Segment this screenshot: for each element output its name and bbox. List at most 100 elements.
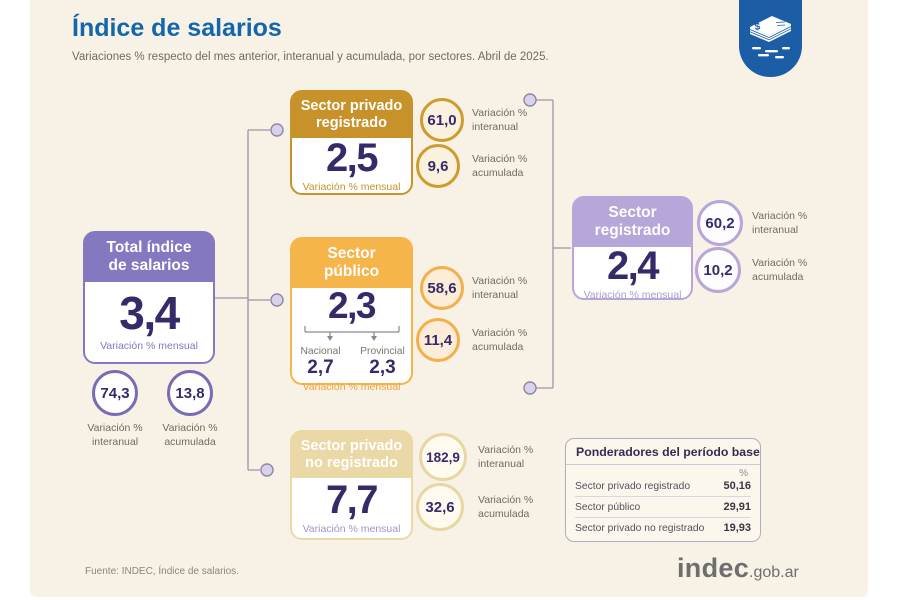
node-total-indice: Total índice de salarios 3,4 Variación %… — [83, 231, 215, 364]
pnr-acumulada-value: 32,6 — [425, 498, 455, 516]
node-pub-title-line2: público — [323, 263, 380, 281]
ponderadores-body: % Sector privado registrado 50,16 Sector… — [566, 465, 760, 541]
total-monthly-value: 3,4 — [119, 286, 180, 339]
reg-monthly-value: 2,4 — [606, 243, 660, 288]
total-monthly-label: Variación % mensual — [100, 339, 198, 352]
money-stack-icon: $ — [749, 16, 792, 59]
pub-acumulada-value: 11,4 — [423, 331, 453, 349]
node-reg-title: Sector registrado — [574, 198, 691, 247]
pub-sublabels: Nacional Provincial — [295, 346, 409, 357]
row-label: Sector privado registrado — [575, 481, 691, 492]
node-pnr-title-line2: no registrado — [305, 455, 398, 472]
connector-node-dot — [523, 381, 537, 395]
node-pr-title: Sector privado registrado — [292, 92, 411, 139]
money-badge: $ — [739, 0, 802, 77]
pnr-monthly-value: 7,7 — [325, 478, 379, 523]
ponderadores-col-header: % — [739, 468, 748, 479]
total-acumulada-value: 13,8 — [175, 384, 205, 402]
pub-subvalues: 2,7 2,3 — [295, 357, 409, 379]
pub-interanual-label: Variación % interanual — [472, 275, 528, 301]
row-value: 19,93 — [723, 522, 751, 534]
connector-node-dot — [523, 93, 537, 107]
table-row: Sector público 29,91 — [575, 496, 751, 517]
node-pub-body: 2,3 Nacional Provincial 2,7 2,3 Variació… — [292, 284, 411, 393]
pnr-acumulada-circle: 32,6 — [416, 483, 464, 531]
pnr-monthly-label: Variación % mensual — [302, 523, 401, 536]
row-label: Sector privado no registrado — [575, 523, 705, 534]
node-reg-title-line1: Sector — [608, 204, 657, 221]
pub-interanual-value: 58,6 — [427, 279, 457, 297]
total-acumulada-circle: 13,8 — [167, 370, 213, 416]
node-sector-privado-no-registrado: Sector privado no registrado 7,7 Variaci… — [290, 430, 413, 540]
pub-acumulada-circle: 11,4 — [416, 318, 460, 362]
node-reg-title-line2: registrado — [594, 222, 671, 240]
connector-node-dot — [270, 293, 284, 307]
node-total-title: Total índice de salarios — [85, 233, 213, 282]
pr-monthly-label: Variación % mensual — [302, 180, 401, 193]
node-sector-privado-registrado: Sector privado registrado 2,5 Variación … — [290, 90, 413, 195]
reg-acumulada-label: Variación % acumulada — [752, 257, 808, 283]
total-interanual-value: 74,3 — [100, 384, 130, 402]
pnr-interanual-circle: 182,9 — [419, 433, 467, 481]
connector-node-dot — [260, 463, 274, 477]
indec-logo: indec .gob.ar — [677, 553, 799, 584]
total-interanual-label: Variación % interanual — [87, 422, 143, 448]
node-total-body: 3,4 Variación % mensual — [85, 282, 213, 362]
node-sector-publico: Sector público 2,3 Nacional Provincial 2… — [290, 237, 413, 393]
reg-interanual-circle: 60,2 — [697, 200, 743, 246]
reg-acumulada-circle: 10,2 — [695, 247, 741, 293]
connector-node-dot — [270, 123, 284, 137]
pr-acumulada-value: 9,6 — [427, 157, 449, 175]
pnr-interanual-value: 182,9 — [426, 449, 460, 465]
page-title: Índice de salarios — [72, 14, 282, 42]
reg-interanual-value: 60,2 — [705, 214, 735, 232]
total-acumulada-label: Variación % acumulada — [162, 422, 218, 448]
source-note: Fuente: INDEC, Índice de salarios. — [85, 566, 239, 577]
pub-nacional-label: Nacional — [300, 345, 341, 357]
pub-provincial-value: 2,3 — [369, 356, 396, 378]
row-label: Sector público — [575, 502, 641, 513]
pub-monthly-value: 2,3 — [328, 284, 376, 326]
node-pnr-title-line1: Sector privado — [300, 438, 403, 454]
node-pub-title: Sector público — [292, 239, 411, 288]
pr-acumulada-circle: 9,6 — [416, 144, 460, 188]
page-subtitle: Variaciones % respecto del mes anterior,… — [72, 51, 549, 63]
indec-logo-main: indec — [677, 553, 750, 583]
pub-acumulada-label: Variación % acumulada — [472, 327, 528, 353]
pr-interanual-circle: 61,0 — [420, 98, 464, 142]
node-total-title-line1: Total índice — [106, 239, 192, 256]
node-sector-registrado: Sector registrado 2,4 Variación % mensua… — [572, 196, 693, 301]
pr-monthly-value: 2,5 — [325, 135, 379, 180]
row-value: 29,91 — [723, 501, 751, 513]
pub-interanual-circle: 58,6 — [420, 266, 464, 310]
pub-monthly-label: Variación % mensual — [302, 380, 401, 393]
ponderadores-table: Ponderadores del período base % Sector p… — [565, 438, 761, 542]
node-pnr-body: 7,7 Variación % mensual — [292, 478, 411, 538]
reg-acumulada-value: 10,2 — [703, 261, 733, 279]
svg-text:$: $ — [754, 21, 761, 33]
pnr-interanual-label: Variación % interanual — [478, 444, 534, 470]
pr-interanual-value: 61,0 — [427, 111, 457, 129]
table-row: Sector privado no registrado 19,93 — [575, 517, 751, 538]
ponderadores-title: Ponderadores del período base — [566, 439, 760, 465]
pnr-acumulada-label: Variación % acumulada — [478, 494, 534, 520]
pr-interanual-label: Variación % interanual — [472, 107, 528, 133]
node-pr-body: 2,5 Variación % mensual — [292, 138, 411, 193]
node-pub-title-line1: Sector — [327, 245, 376, 262]
indec-logo-suffix: .gob.ar — [749, 564, 799, 581]
node-total-title-line2: de salarios — [108, 257, 190, 275]
row-value: 50,16 — [723, 480, 751, 492]
node-reg-body: 2,4 Variación % mensual — [574, 243, 691, 301]
pub-provincial-label: Provincial — [360, 345, 405, 357]
table-row: Sector privado registrado 50,16 — [575, 479, 751, 496]
total-interanual-circle: 74,3 — [92, 370, 138, 416]
node-pr-title-line1: Sector privado — [300, 98, 403, 114]
pr-acumulada-label: Variación % acumulada — [472, 153, 528, 179]
reg-monthly-label: Variación % mensual — [583, 288, 682, 301]
bracket-lines — [303, 325, 400, 341]
pub-nacional-value: 2,7 — [307, 356, 334, 378]
node-pr-title-line2: registrado — [316, 115, 387, 132]
reg-interanual-label: Variación % interanual — [752, 210, 808, 236]
